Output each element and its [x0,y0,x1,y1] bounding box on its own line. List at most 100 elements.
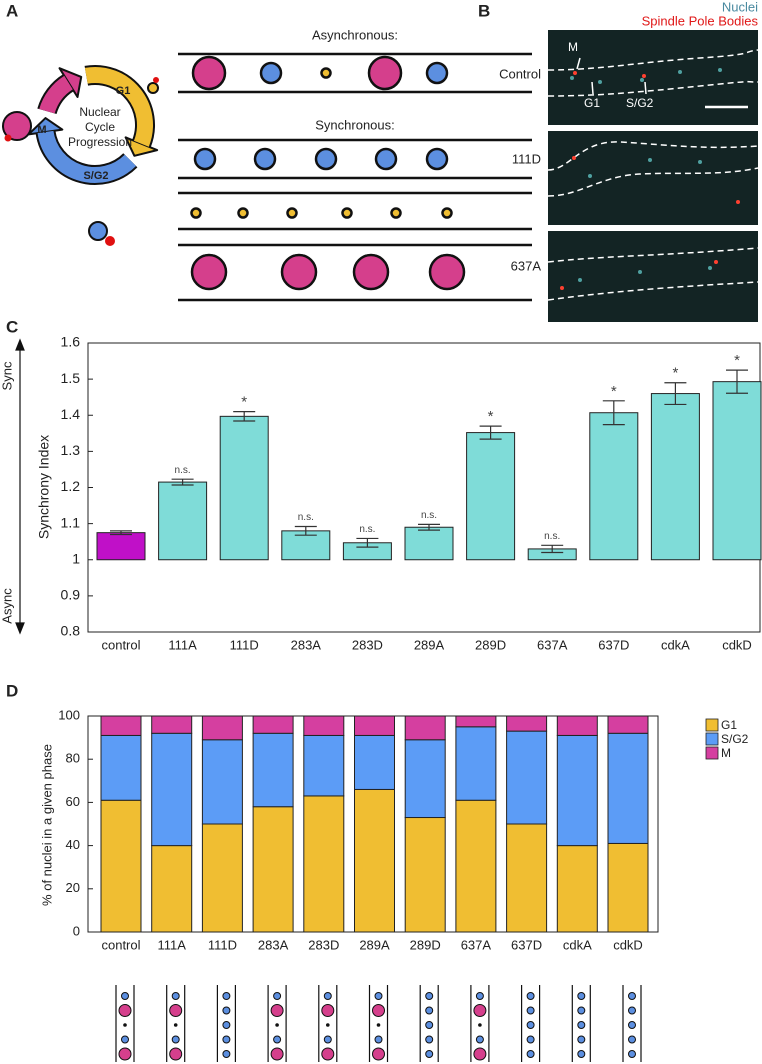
schematic-nucleus [121,1035,129,1044]
schematic-nucleus [475,992,484,1000]
bar-segment [556,845,598,933]
bar-segment [201,715,243,741]
cycle-label: Cycle [85,120,115,134]
tube-label: Synchronous: [315,117,395,132]
y-tick-label: 1 [72,550,80,566]
x-tick-label: 289A [414,637,445,652]
schematic-nucleus [275,1023,279,1027]
bar-segment [303,715,345,736]
cycle-label: Progression [68,135,132,149]
schematic-nucleus [273,1035,282,1044]
panel-label: A [6,1,18,20]
y-tick-label: 0 [73,923,80,938]
schematic-nucleus [425,1050,434,1058]
schematic-nucleus [372,1004,385,1017]
y-tick-label: 0.8 [61,623,81,639]
x-tick-label: 111A [168,637,197,652]
bar [589,412,639,561]
tubes [178,52,532,302]
panel-label: C [6,317,18,336]
micrographs [547,30,759,322]
x-tick-label: control [101,937,140,952]
legend-label: M [721,746,731,760]
x-tick-label: cdkD [722,637,752,652]
bar-segment [252,715,294,734]
nuclei [190,55,466,291]
legend-swatch [705,718,719,732]
schematic-nucleus [473,1047,487,1061]
bar-segment [100,715,142,736]
row-label: 111D [512,151,541,166]
x-tick-label: 289D [410,937,441,952]
x-tick-label: cdkA [661,637,690,652]
schematic-nucleus [123,1023,127,1027]
annotation: n.s. [544,531,560,542]
schematic-nucleus [628,1050,636,1058]
bar-segment [404,817,446,933]
schematic-nucleus [121,992,129,1000]
y-tick-label: 1.3 [61,442,81,458]
annotation: n.s. [298,512,314,523]
tube-label: Asynchronous: [312,27,398,42]
schematic-nucleus [372,1047,385,1061]
schematic-nucleus [425,1035,434,1044]
schematic-nucleus [169,1004,183,1017]
schematic-nucleus [222,1006,231,1015]
y-tick-label: 1.2 [61,478,81,494]
y-tick-label: 1.5 [61,370,81,386]
y-tick-label: 100 [58,707,80,722]
schematic-nucleus [376,1023,381,1027]
schematic-nucleus [326,1023,330,1027]
bar-segment [455,726,497,801]
annotation: * [734,352,740,369]
bar [219,415,269,561]
schematic-nucleus [526,1006,535,1015]
legend-label: Nuclei [722,0,758,14]
x-tick-label: 283D [352,637,383,652]
phase-label: G1 [116,85,131,97]
bar-segment [506,715,548,732]
bar [404,526,454,561]
x-tick-label: 283D [308,937,339,952]
panel-label: D [6,681,18,700]
schematic-nucleus [323,992,332,1000]
x-tick-label: 637A [537,637,568,652]
schematic-nucleus [577,1035,586,1044]
x-tick-label: cdkA [563,937,592,952]
bar-segment [151,715,193,734]
direction-arrow [15,338,25,635]
y-tick-label: 0.9 [61,587,81,603]
bar-segment [252,732,294,808]
schematic-nucleus [171,1035,180,1044]
bar [96,532,146,561]
schematic-nucleus [425,1021,434,1029]
schematic-nucleus [222,1035,231,1044]
y-tick-label: 1.6 [61,334,81,350]
schematic-nucleus [323,1035,332,1044]
bar-segment [404,715,446,741]
x-tick-label: 111D [230,637,259,652]
bar-segment [607,732,649,844]
schematic-nucleus [628,1035,636,1044]
marker-label: G1 [584,96,600,110]
schematic-nucleus [222,1050,231,1058]
x-tick-label: cdkD [613,937,643,952]
bar-segment [354,788,395,933]
x-tick-label: 289A [359,937,390,952]
schematic-nucleus [577,992,586,1000]
schematic-nucleus [169,1047,183,1061]
y-tick-label: 1.4 [61,406,81,422]
bar-segment [556,734,598,847]
bar-segment [506,730,548,825]
schematic-nucleus [270,1047,284,1061]
bar-segment [151,732,193,847]
bar-segment [100,799,142,933]
annotation: * [488,408,494,425]
bar [466,432,516,561]
annotation: * [241,394,247,411]
direction-label: Sync [0,361,14,390]
x-tick-label: 111D [208,937,237,952]
phase-label: S/G2 [83,170,108,182]
annotation: * [611,383,617,400]
